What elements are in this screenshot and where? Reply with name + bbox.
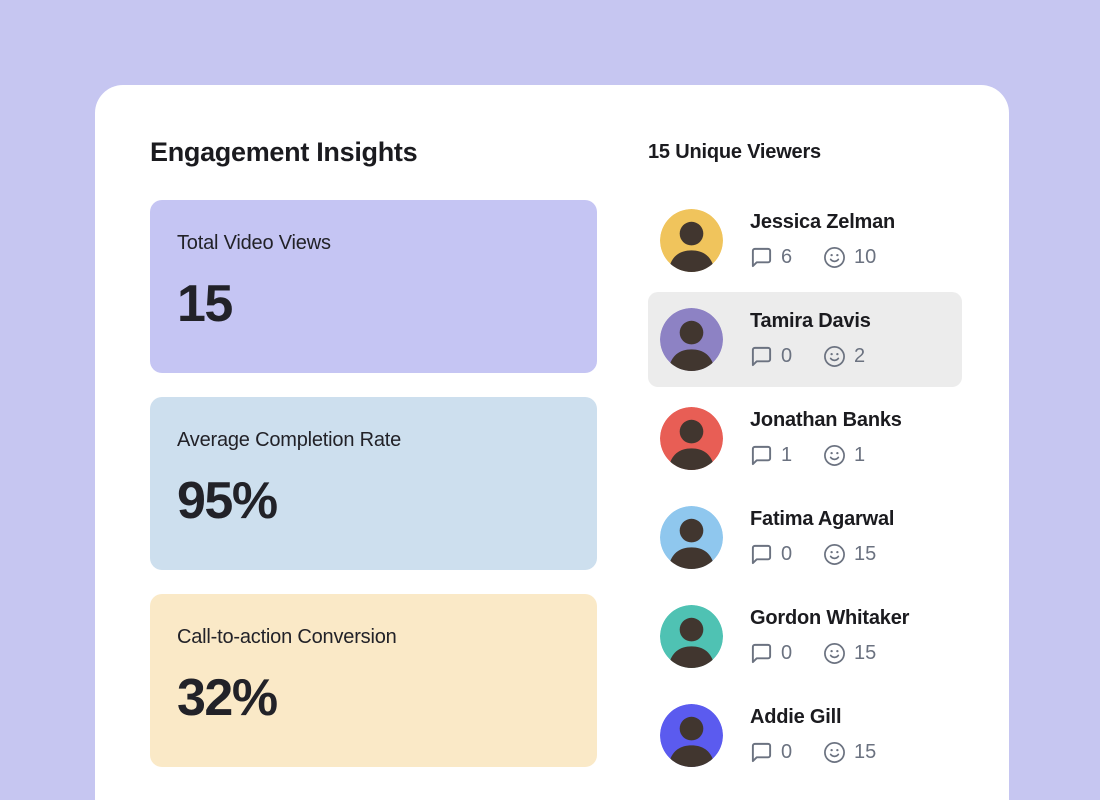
viewer-stats: 0 2 [750,345,871,368]
viewer-name: Tamira Davis [750,310,871,332]
smiley-icon [824,346,845,367]
reaction-count: 10 [854,246,877,268]
comment-count: 0 [781,345,793,367]
stat-value: 15 [177,275,233,333]
reaction-count: 1 [854,444,866,466]
smiley-icon [824,742,845,763]
reaction-count: 15 [854,741,877,763]
viewer-name: Gordon Whitaker [750,607,910,629]
unique-viewers-header: 15 Unique Viewers [648,141,821,163]
comment-icon [751,643,772,664]
viewer-stats: 0 15 [750,642,909,665]
viewer-row-fatima-agarwal[interactable]: Fatima Agarwal 0 15 [648,490,962,585]
comment-icon [751,445,772,466]
smiley-icon [824,445,845,466]
viewer-stats: 0 15 [750,741,876,764]
viewer-row-gordon-whitaker[interactable]: Gordon Whitaker 0 15 [648,589,962,684]
insights-panel: Engagement Insights Total Video Views 15… [95,85,1009,800]
stat-card-total-video-views: Total Video Views 15 [150,200,597,373]
avatar [660,407,723,470]
avatar [660,605,723,668]
comment-icon [751,346,772,367]
viewer-stats: 6 10 [750,246,895,269]
stat-value: 95% [177,472,278,530]
viewer-name: Jonathan Banks [750,409,902,431]
stat-label: Total Video Views [177,232,331,254]
smiley-icon [824,247,845,268]
stat-value: 32% [177,669,278,727]
viewer-row-tamira-davis[interactable]: Tamira Davis 0 2 [648,292,962,387]
stat-label: Call-to-action Conversion [177,626,397,648]
viewer-stats: 0 15 [750,543,894,566]
viewer-name: Fatima Agarwal [750,508,895,530]
viewer-row-jonathan-banks[interactable]: Jonathan Banks 1 1 [648,391,962,486]
comment-count: 1 [781,444,793,466]
stat-label: Average Completion Rate [177,429,402,451]
comment-icon [751,742,772,763]
viewer-list: Jessica Zelman 6 10 [648,193,962,787]
viewer-name: Addie Gill [750,706,842,728]
stat-card-cta-conversion: Call-to-action Conversion 32% [150,594,597,767]
smiley-icon [824,643,845,664]
viewer-row-jessica-zelman[interactable]: Jessica Zelman 6 10 [648,193,962,288]
comment-icon [751,544,772,565]
avatar [660,506,723,569]
smiley-icon [824,544,845,565]
comment-count: 0 [781,741,793,763]
reaction-count: 15 [854,543,877,565]
avatar [660,704,723,767]
viewer-stats: 1 1 [750,444,902,467]
comment-count: 6 [781,246,793,268]
comment-icon [751,247,772,268]
reaction-count: 2 [854,345,866,367]
stat-card-average-completion-rate: Average Completion Rate 95% [150,397,597,570]
comment-count: 0 [781,543,793,565]
page-title: Engagement Insights [150,137,418,167]
reaction-count: 15 [854,642,877,664]
comment-count: 0 [781,642,793,664]
avatar [660,308,723,371]
avatar [660,209,723,272]
viewer-row-addie-gill[interactable]: Addie Gill 0 15 [648,688,962,783]
viewer-name: Jessica Zelman [750,211,896,233]
